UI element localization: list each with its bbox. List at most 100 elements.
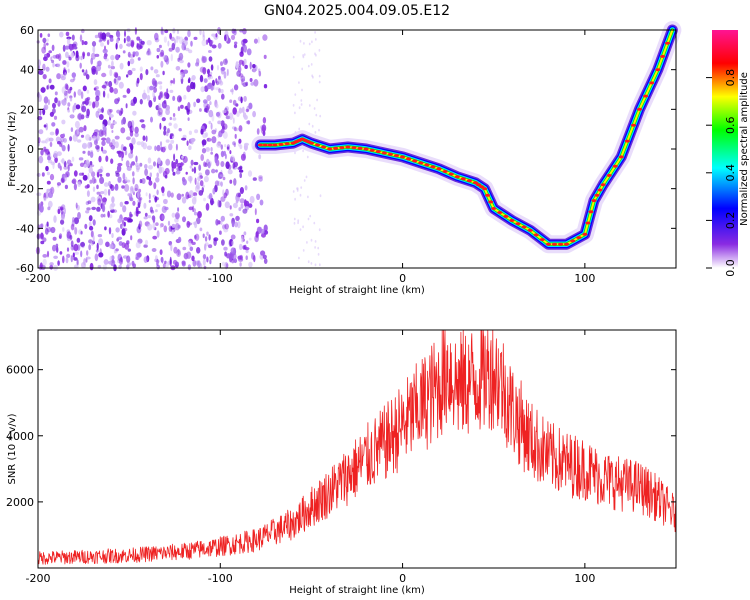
noise-speckle	[224, 251, 228, 257]
noise-speckle	[156, 258, 159, 266]
noise-speckle	[90, 52, 96, 60]
noise-speckle	[314, 38, 317, 41]
noise-speckle	[126, 255, 131, 263]
noise-speckle	[43, 197, 47, 202]
noise-speckle	[75, 104, 81, 110]
noise-speckle	[86, 108, 90, 117]
noise-speckle	[135, 252, 140, 261]
noise-speckle	[296, 187, 298, 191]
noise-speckle	[177, 57, 180, 62]
noise-speckle	[157, 157, 161, 165]
noise-speckle	[95, 89, 101, 98]
ridge-peak	[497, 211, 503, 214]
noise-speckle	[181, 260, 186, 265]
noise-speckle	[105, 241, 110, 248]
noise-speckle	[77, 89, 82, 96]
noise-speckle	[183, 94, 187, 100]
noise-speckle	[193, 208, 197, 213]
noise-speckle	[153, 182, 157, 190]
noise-speckle	[145, 192, 148, 197]
noise-speckle	[38, 155, 44, 164]
snr-xtick-label: -200	[26, 572, 51, 585]
noise-speckle	[91, 65, 97, 73]
noise-speckle	[71, 179, 76, 184]
noise-speckle	[52, 62, 55, 68]
noise-speckle	[318, 74, 321, 78]
noise-speckle	[109, 243, 114, 249]
colorbar-gradient	[712, 30, 738, 268]
noise-speckle	[172, 162, 177, 169]
noise-speckle	[73, 264, 79, 269]
noise-speckle	[66, 231, 72, 239]
noise-speckle	[245, 255, 248, 260]
noise-speckle	[66, 61, 70, 68]
noise-speckle	[48, 191, 53, 198]
noise-speckle	[263, 224, 268, 232]
noise-speckle	[313, 107, 316, 110]
noise-speckle	[173, 153, 176, 162]
noise-speckle	[107, 188, 111, 196]
noise-speckle	[311, 74, 314, 78]
noise-speckle	[43, 96, 49, 104]
noise-speckle	[198, 164, 202, 171]
noise-speckle	[167, 40, 170, 47]
noise-speckle	[116, 38, 119, 44]
noise-speckle	[202, 140, 205, 147]
ridge-peak	[636, 107, 643, 111]
spectrogram-ytick-label: 0	[27, 143, 34, 156]
ridge-peak	[488, 200, 494, 204]
noise-speckle	[89, 179, 93, 184]
noise-speckle	[146, 40, 152, 46]
noise-speckle	[73, 257, 78, 261]
noise-speckle	[175, 46, 180, 53]
noise-speckle	[208, 244, 213, 249]
noise-speckle	[203, 197, 206, 202]
noise-speckle	[179, 72, 184, 76]
spectrogram-ytick-label: 40	[20, 64, 34, 77]
noise-speckle	[71, 34, 75, 41]
noise-speckle	[55, 243, 59, 247]
noise-speckle	[54, 97, 58, 104]
noise-speckle	[232, 202, 238, 209]
noise-speckle	[67, 164, 70, 172]
noise-speckle	[182, 155, 188, 164]
ridge-peak	[630, 123, 637, 127]
ridge-peak	[643, 94, 649, 98]
noise-speckle	[263, 84, 268, 89]
noise-speckle	[177, 224, 181, 229]
noise-speckle	[80, 242, 85, 247]
noise-speckle	[136, 210, 141, 214]
noise-speckle	[220, 67, 226, 71]
noise-speckle	[54, 91, 58, 96]
noise-speckle	[59, 143, 63, 147]
noise-speckle	[214, 180, 220, 187]
noise-speckle	[120, 256, 123, 263]
noise-speckle	[206, 137, 212, 142]
ridge-peak	[418, 161, 424, 165]
snr-background	[38, 330, 676, 568]
noise-speckle	[101, 32, 107, 40]
noise-speckle	[294, 151, 296, 155]
noise-speckle	[152, 222, 156, 230]
noise-speckle	[98, 252, 104, 258]
ridge-peak	[491, 207, 497, 210]
noise-speckle	[118, 81, 124, 89]
noise-speckle	[126, 40, 132, 48]
noise-speckle	[134, 187, 138, 192]
noise-speckle	[70, 223, 75, 231]
noise-speckle	[213, 237, 219, 242]
noise-speckle	[164, 174, 168, 179]
noise-speckle	[161, 215, 165, 220]
noise-speckle	[220, 196, 226, 202]
noise-speckle	[190, 159, 194, 166]
noise-speckle	[46, 180, 51, 185]
spectrogram-ytick-label: 60	[20, 24, 34, 37]
noise-speckle	[317, 252, 320, 256]
noise-speckle	[318, 228, 321, 232]
noise-speckle	[298, 106, 301, 110]
noise-speckle	[60, 159, 65, 163]
noise-speckle	[246, 240, 249, 244]
noise-speckle	[223, 71, 227, 79]
noise-speckle	[131, 125, 134, 132]
noise-speckle	[249, 78, 253, 82]
